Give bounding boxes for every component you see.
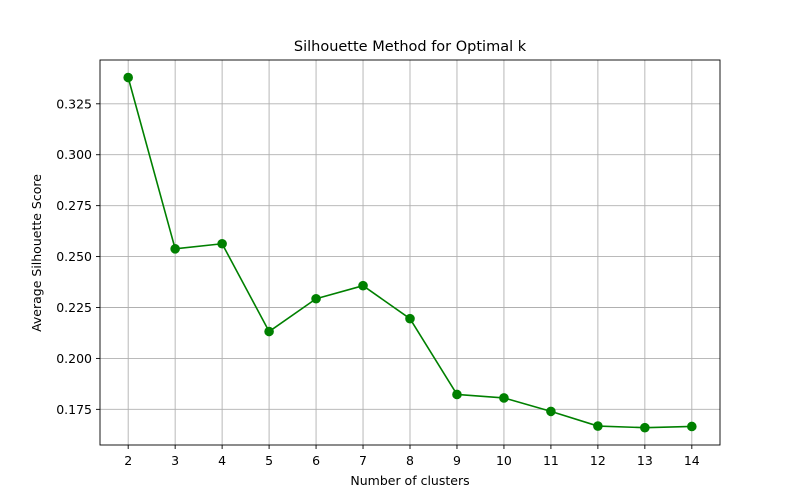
x-tick-label: 8 [406,453,414,468]
x-tick-label: 4 [218,453,226,468]
x-tick-label: 5 [265,453,273,468]
y-tick-label: 0.175 [56,402,92,417]
data-point [452,389,462,400]
x-tick-label: 7 [359,453,367,468]
x-axis-label: Number of clusters [350,473,469,488]
series-layer [123,72,697,433]
data-point [640,422,650,433]
x-tick-label: 3 [171,453,179,468]
x-tick-label: 10 [496,453,512,468]
data-point [499,393,509,403]
x-tick-label: 11 [543,453,559,468]
grid-layer [100,60,720,445]
x-tick-label: 9 [453,453,461,468]
x-tick-label: 12 [590,453,606,468]
x-tick-label: 2 [124,453,132,468]
data-point [170,244,180,254]
data-point [123,72,133,83]
data-point [264,326,274,337]
x-tick-label: 14 [684,453,700,468]
data-point [546,406,556,417]
y-tick-label: 0.275 [56,198,92,213]
ticks-layer: 2 3 4 5 6 7 8 9 10 11 12 13 14 0.175 0.200 0.225 0.250 0.… [56,96,700,468]
x-tick-label: 13 [637,453,653,468]
y-tick-label: 0.250 [56,249,92,264]
x-tick-label: 6 [312,453,320,468]
data-point [405,313,415,324]
y-tick-label: 0.200 [56,351,92,366]
data-point [217,238,227,249]
y-axis-label: Average Silhouette Score [29,174,44,332]
data-point [687,421,697,432]
data-point [311,293,321,304]
y-tick-label: 0.325 [56,96,92,111]
y-tick-label: 0.225 [56,300,92,315]
data-point [358,280,368,291]
y-tick-label: 0.300 [56,147,92,162]
chart-title: Silhouette Method for Optimal k [294,39,527,55]
data-point [593,421,603,431]
